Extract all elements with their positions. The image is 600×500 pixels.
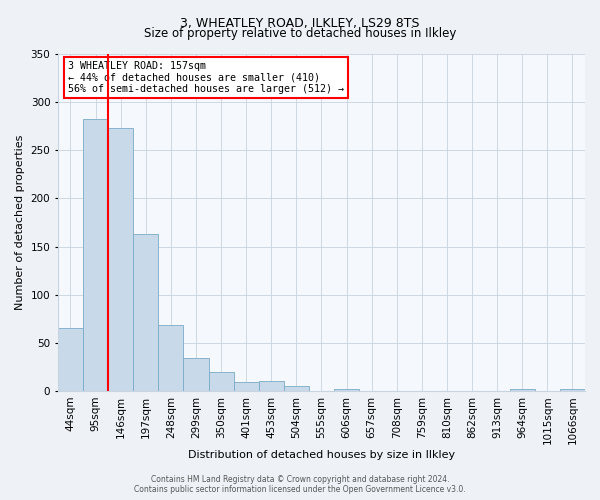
Y-axis label: Number of detached properties: Number of detached properties bbox=[15, 135, 25, 310]
Bar bbox=[510, 389, 535, 391]
Bar bbox=[158, 326, 184, 391]
Bar bbox=[209, 372, 233, 391]
Text: 3, WHEATLEY ROAD, ILKLEY, LS29 8TS: 3, WHEATLEY ROAD, ILKLEY, LS29 8TS bbox=[180, 18, 420, 30]
Bar bbox=[108, 128, 133, 391]
Bar bbox=[560, 389, 585, 391]
Text: 3 WHEATLEY ROAD: 157sqm
← 44% of detached houses are smaller (410)
56% of semi-d: 3 WHEATLEY ROAD: 157sqm ← 44% of detache… bbox=[68, 60, 344, 94]
Bar bbox=[233, 382, 259, 391]
Text: Contains HM Land Registry data © Crown copyright and database right 2024.
Contai: Contains HM Land Registry data © Crown c… bbox=[134, 474, 466, 494]
Bar bbox=[133, 234, 158, 391]
Bar bbox=[334, 389, 359, 391]
X-axis label: Distribution of detached houses by size in Ilkley: Distribution of detached houses by size … bbox=[188, 450, 455, 460]
Bar bbox=[184, 358, 209, 391]
Bar bbox=[83, 120, 108, 391]
Text: Size of property relative to detached houses in Ilkley: Size of property relative to detached ho… bbox=[144, 28, 456, 40]
Bar bbox=[259, 382, 284, 391]
Bar bbox=[284, 386, 309, 391]
Bar bbox=[58, 328, 83, 391]
